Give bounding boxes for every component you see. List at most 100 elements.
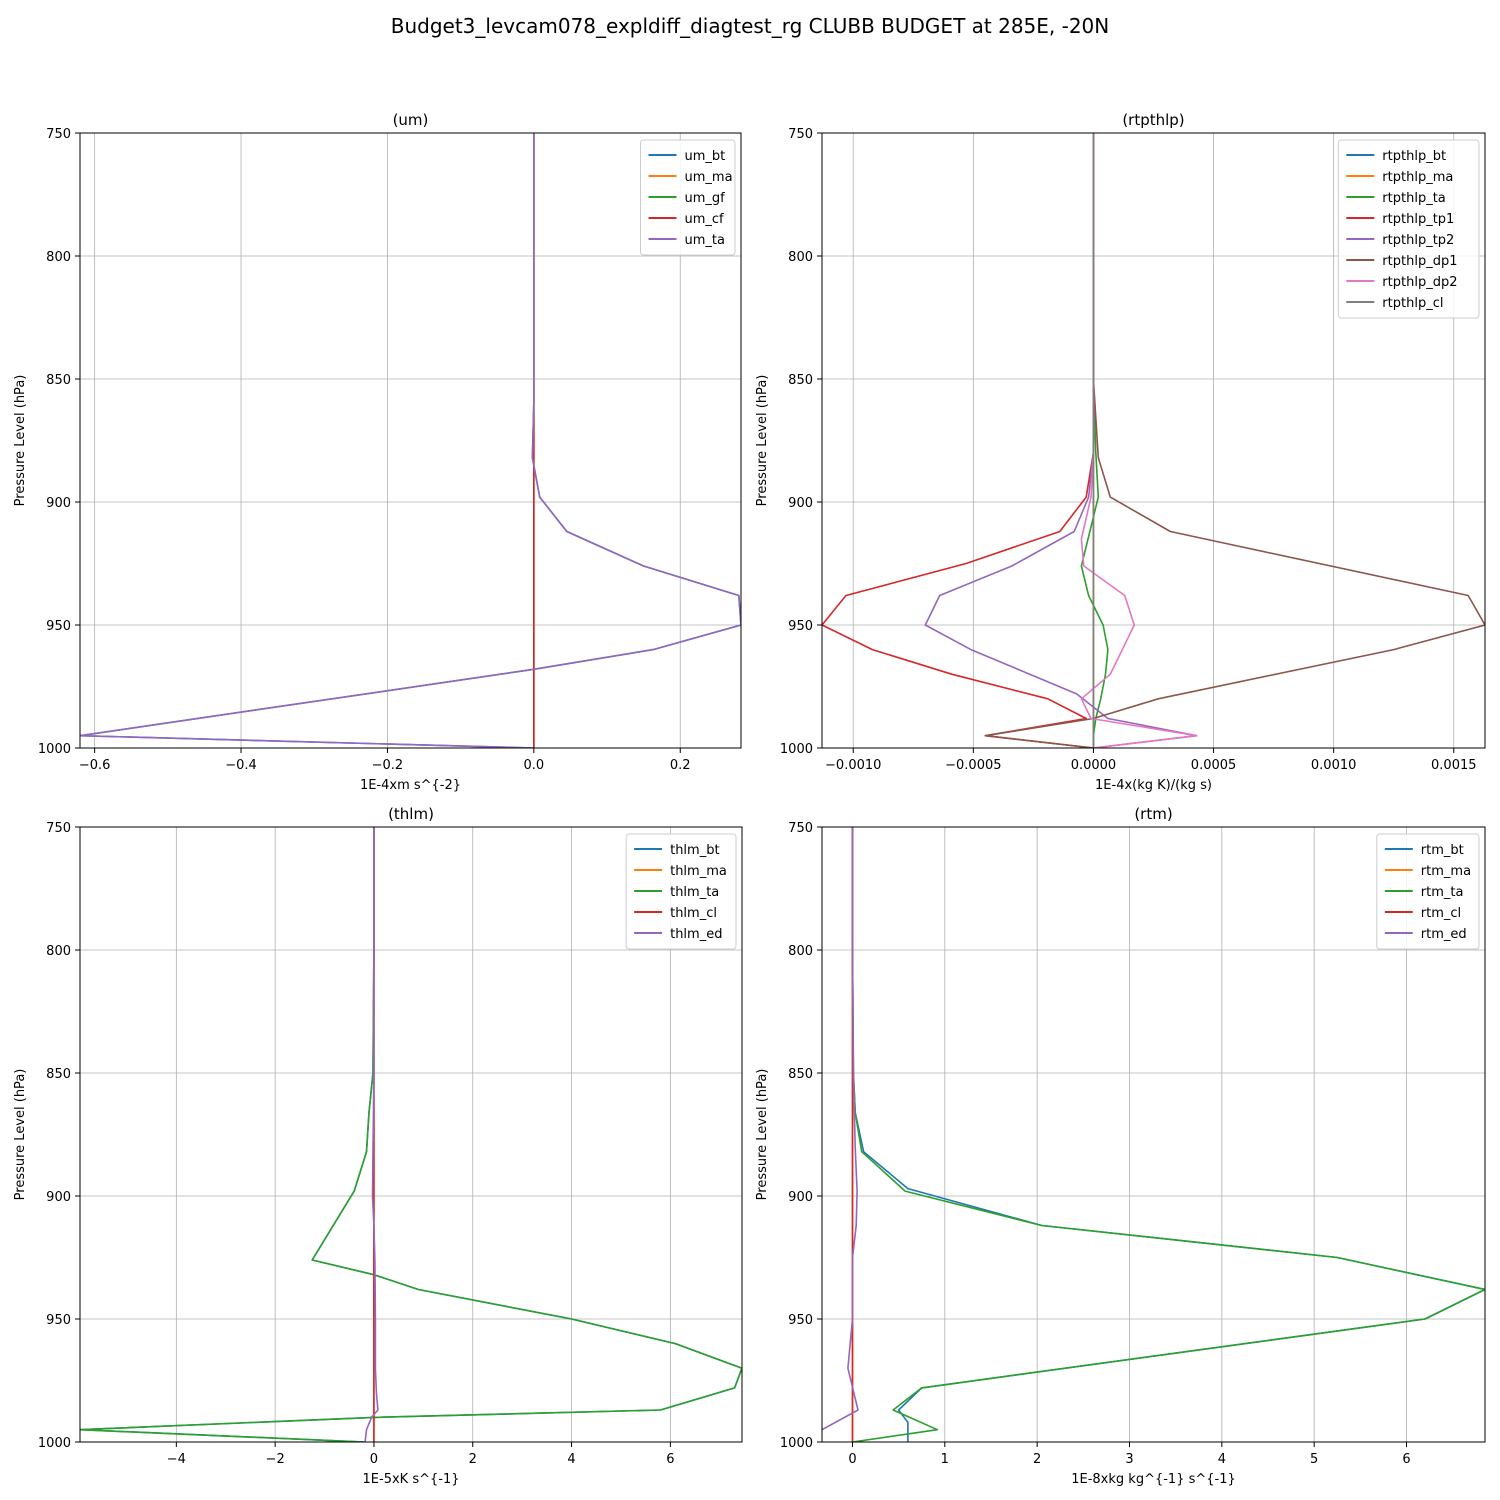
- x-tick-label: 0.0000: [1071, 758, 1117, 773]
- legend-box: [1376, 833, 1480, 950]
- x-tick-label: −0.0005: [945, 758, 1001, 773]
- y-tick-label: 750: [788, 127, 813, 142]
- series-line-rtpthlp_tp2: [924, 133, 1198, 748]
- x-tick-label: 6: [666, 1452, 674, 1467]
- series-line-rtpthlp_dp2: [1080, 133, 1198, 748]
- series-group: [80, 133, 741, 748]
- y-axis-label: Pressure Level (hPa): [13, 1069, 28, 1201]
- x-tick-label: −0.4: [225, 758, 257, 773]
- x-axis-label: 1E-8xkg kg^{-1} s^{-1}: [1071, 1472, 1236, 1487]
- panel-title: (thlm): [388, 805, 434, 823]
- x-tick-label: −0.2: [372, 758, 404, 773]
- y-tick-label: 1000: [38, 1436, 71, 1451]
- series-group: [822, 133, 1485, 748]
- series-line-rtm_bt: [851, 827, 1485, 1442]
- y-axis-label: Pressure Level (hPa): [13, 375, 28, 507]
- y-tick-label: 850: [46, 373, 71, 388]
- x-tick-label: 1: [941, 1452, 949, 1467]
- y-tick-label: 900: [788, 496, 813, 511]
- x-tick-label: 0.0010: [1311, 758, 1357, 773]
- y-tick-label: 750: [46, 127, 71, 142]
- series-line-rtm_ta: [851, 827, 1485, 1442]
- legend-label-um_bt: um_bt: [685, 149, 726, 164]
- x-tick-label: 4: [1218, 1452, 1226, 1467]
- legend: um_bt um_ma um_gf um_cf um_ta: [640, 139, 736, 256]
- plot-frame: [821, 132, 1486, 749]
- chart-rtpthlp: −0.0010 −0.0005 0.0000 0.0005 0.0010 0.0015 75…: [755, 111, 1486, 793]
- x-tick-label: 6: [1402, 1452, 1410, 1467]
- y-tick-label: 850: [46, 1067, 71, 1082]
- legend-label-rtpthlp_bt: rtpthlp_bt: [1382, 149, 1446, 164]
- x-tick-label: 0.0: [523, 758, 544, 773]
- series-group: [822, 827, 1485, 1442]
- x-tick-label: 0: [848, 1452, 856, 1467]
- x-axis-label: 1E-4xm s^{-2}: [360, 778, 461, 793]
- y-tick-label: 950: [46, 1313, 71, 1328]
- x-tick-label: 2: [1033, 1452, 1041, 1467]
- legend-label-um_cf: um_cf: [685, 212, 725, 227]
- y-tick-label: 1000: [780, 1436, 813, 1451]
- x-axis-label: 1E-4x(kg K)/(kg s): [1095, 778, 1212, 793]
- y-tick-label: 900: [788, 1190, 813, 1205]
- x-tick-label: 0: [370, 1452, 378, 1467]
- x-tick-label: −4: [167, 1452, 186, 1467]
- y-tick-label: 800: [788, 250, 813, 265]
- y-axis-label: Pressure Level (hPa): [755, 375, 770, 507]
- series-line-rtm_ed: [822, 827, 859, 1431]
- chart-um: −0.6 −0.4 −0.2 0.0 0.2 750 800 850 900 950 1000 (um…: [13, 111, 742, 793]
- legend-label-um_ma: um_ma: [685, 170, 733, 185]
- legend-label-rtm_ma: rtm_ma: [1421, 864, 1471, 879]
- legend-label-thlm_ed: thlm_ed: [670, 927, 722, 942]
- x-tick-label: 2: [469, 1452, 477, 1467]
- panel-title: (um): [393, 111, 429, 129]
- legend-label-um_gf: um_gf: [685, 191, 726, 206]
- y-tick-label: 800: [46, 250, 71, 265]
- y-tick-label: 1000: [38, 742, 71, 757]
- chart-rtm: 0 1 2 3 4 5 6 750 800 850 900 950 1000 (rtm) 1E-8xkg k…: [755, 805, 1486, 1487]
- legend-label-rtm_cl: rtm_cl: [1421, 906, 1461, 921]
- y-tick-label: 750: [788, 821, 813, 836]
- legend-label-thlm_cl: thlm_cl: [670, 906, 717, 921]
- series-line-rtpthlp_ta: [1080, 133, 1109, 748]
- x-tick-label: 0.2: [670, 758, 691, 773]
- y-axis-label: Pressure Level (hPa): [755, 1069, 770, 1201]
- legend-label-rtpthlp_ta: rtpthlp_ta: [1382, 191, 1445, 206]
- legend: rtpthlp_bt rtpthlp_ma rtpthlp_ta rtpthlp_tp…: [1337, 139, 1480, 319]
- x-tick-label: 0.0005: [1191, 758, 1237, 773]
- legend-label-thlm_bt: thlm_bt: [670, 843, 719, 858]
- legend: rtm_bt rtm_ma rtm_ta rtm_cl rtm_ed: [1376, 833, 1480, 950]
- chart-thlm: −4 −2 0 2 4 6 750 800 850 900 950 1000 (thlm) 1E-5xK …: [13, 805, 743, 1487]
- x-tick-label: 3: [1125, 1452, 1133, 1467]
- x-tick-label: 0.0015: [1431, 758, 1477, 773]
- panel-title: (rtm): [1134, 805, 1172, 823]
- legend-label-um_ta: um_ta: [685, 233, 725, 248]
- legend-label-rtpthlp_cl: rtpthlp_cl: [1382, 296, 1443, 311]
- y-tick-label: 800: [788, 944, 813, 959]
- y-tick-label: 950: [788, 619, 813, 634]
- y-tick-label: 900: [46, 496, 71, 511]
- x-tick-label: 4: [567, 1452, 575, 1467]
- legend-box: [1337, 139, 1480, 319]
- legend-box: [640, 139, 736, 256]
- plot-frame: [821, 826, 1486, 1443]
- legend-label-thlm_ta: thlm_ta: [670, 885, 719, 900]
- series-line-rtpthlp_tp1: [822, 133, 1095, 748]
- series-line-thlm_ta: [80, 827, 742, 1442]
- series-group: [80, 827, 742, 1442]
- series-line-um_bt: [80, 133, 741, 748]
- x-tick-label: −0.0010: [825, 758, 881, 773]
- legend-label-rtm_bt: rtm_bt: [1421, 843, 1464, 858]
- series-line-rtpthlp_dp1: [984, 133, 1485, 748]
- y-tick-label: 950: [46, 619, 71, 634]
- x-tick-label: −0.6: [79, 758, 111, 773]
- legend-label-rtpthlp_tp1: rtpthlp_tp1: [1382, 212, 1454, 227]
- y-tick-label: 1000: [780, 742, 813, 757]
- legend-label-rtm_ed: rtm_ed: [1421, 927, 1467, 942]
- series-line-um_ta: [80, 133, 741, 748]
- legend-label-rtm_ta: rtm_ta: [1421, 885, 1464, 900]
- y-tick-label: 950: [788, 1313, 813, 1328]
- x-tick-label: −2: [266, 1452, 285, 1467]
- legend: thlm_bt thlm_ma thlm_ta thlm_cl thlm_ed: [625, 833, 737, 950]
- legend-label-rtpthlp_ma: rtpthlp_ma: [1382, 170, 1453, 185]
